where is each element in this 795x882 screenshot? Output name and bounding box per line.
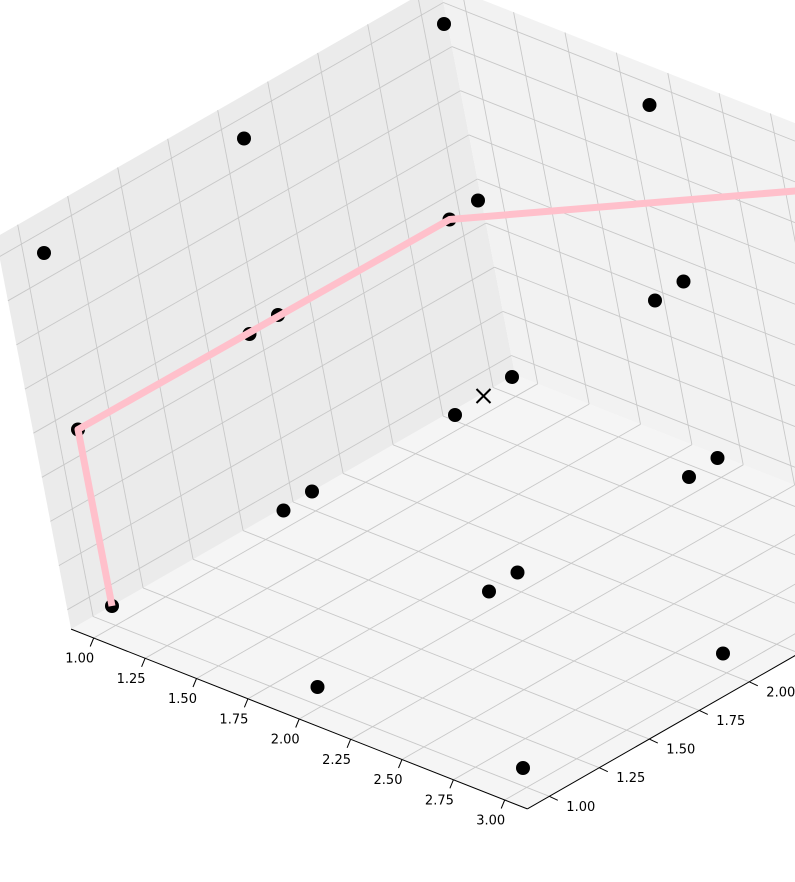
x-tick [398, 759, 403, 769]
data-point [682, 470, 696, 484]
y-tick-label: 1.50 [666, 743, 695, 758]
y-tick [599, 767, 609, 773]
data-point [510, 565, 525, 580]
x-tick-label: 1.50 [168, 692, 197, 707]
grid-line-z-back [443, 2, 795, 142]
grid-line-x-back [770, 113, 795, 244]
x-tick [141, 658, 146, 667]
back-pane [442, 0, 795, 486]
data-point [276, 503, 291, 518]
y-tick [649, 738, 659, 744]
data-point [716, 646, 730, 661]
x-tick-label: 1.75 [219, 712, 248, 727]
grid-line-z-back [451, 46, 795, 183]
grid-line-y-left [418, 0, 494, 388]
grid-line-x-floor [401, 533, 795, 760]
data-point [642, 98, 657, 112]
data-point [305, 484, 319, 499]
data-point [448, 408, 462, 422]
x-tick-label: 3.00 [476, 814, 505, 829]
x-tick-label: 2.25 [322, 753, 351, 768]
y-tick-label: 1.25 [616, 771, 645, 786]
grid-line-y-left [317, 52, 394, 445]
grid-line-x-floor [453, 583, 795, 781]
grid-line-x-floor [350, 484, 795, 740]
x-tick [346, 739, 352, 748]
data-point [482, 584, 496, 599]
x-tick [243, 698, 249, 708]
data-marks [37, 17, 795, 775]
grid-line-z-left [33, 178, 478, 434]
x-tick [89, 637, 95, 647]
grid-line-y-left [267, 81, 344, 474]
x-tick [295, 718, 300, 728]
path-line [74, 187, 795, 607]
y-tick-label: 2.00 [766, 685, 795, 700]
data-point [648, 293, 662, 308]
x-tick-label: 1.25 [117, 672, 146, 687]
grid-line-y-floor [492, 387, 795, 507]
data-point [437, 17, 451, 31]
x-tick [449, 779, 454, 789]
grid-line-y-floor [342, 472, 795, 652]
grid-line-y-floor [392, 444, 795, 604]
data-point [471, 193, 485, 208]
x-tick-label: 1.00 [65, 652, 94, 667]
y-tick [549, 795, 559, 801]
left-pane [0, 0, 516, 630]
grid-line-x-floor [504, 633, 795, 801]
grid-line-z-back [460, 90, 795, 224]
x-tick [192, 678, 197, 688]
tick-labels: 1.001.001.001.251.251.251.501.501.501.75… [65, 652, 795, 829]
data-point [237, 131, 251, 146]
grid-line-z-left [24, 134, 470, 390]
data-point [310, 680, 325, 694]
x-tick-label: 2.75 [425, 793, 454, 808]
grid-line-y-floor [442, 415, 795, 556]
data-point [676, 274, 691, 289]
x-tick-label: 2.50 [374, 773, 403, 788]
y-tick-label: 1.00 [566, 800, 595, 815]
grid-line-x-back [718, 93, 795, 486]
y-tick-label: 1.75 [716, 714, 745, 729]
grid-line-y-left [367, 24, 444, 417]
y-tick [699, 709, 709, 715]
y-tick [749, 681, 759, 687]
x-marker [475, 388, 492, 404]
grid-line-z-left [16, 90, 461, 346]
data-point [516, 761, 530, 775]
grid-line-y-floor [292, 501, 750, 683]
data-point [37, 246, 51, 260]
grid-line-z-left [0, 2, 444, 257]
x-tick [500, 799, 506, 809]
data-point [505, 370, 519, 384]
tick-marks [89, 637, 759, 809]
grid-line-z-back [468, 134, 795, 264]
data-point [710, 451, 725, 465]
grid-line-z-left [7, 46, 453, 302]
x-tick-label: 2.00 [271, 733, 300, 748]
